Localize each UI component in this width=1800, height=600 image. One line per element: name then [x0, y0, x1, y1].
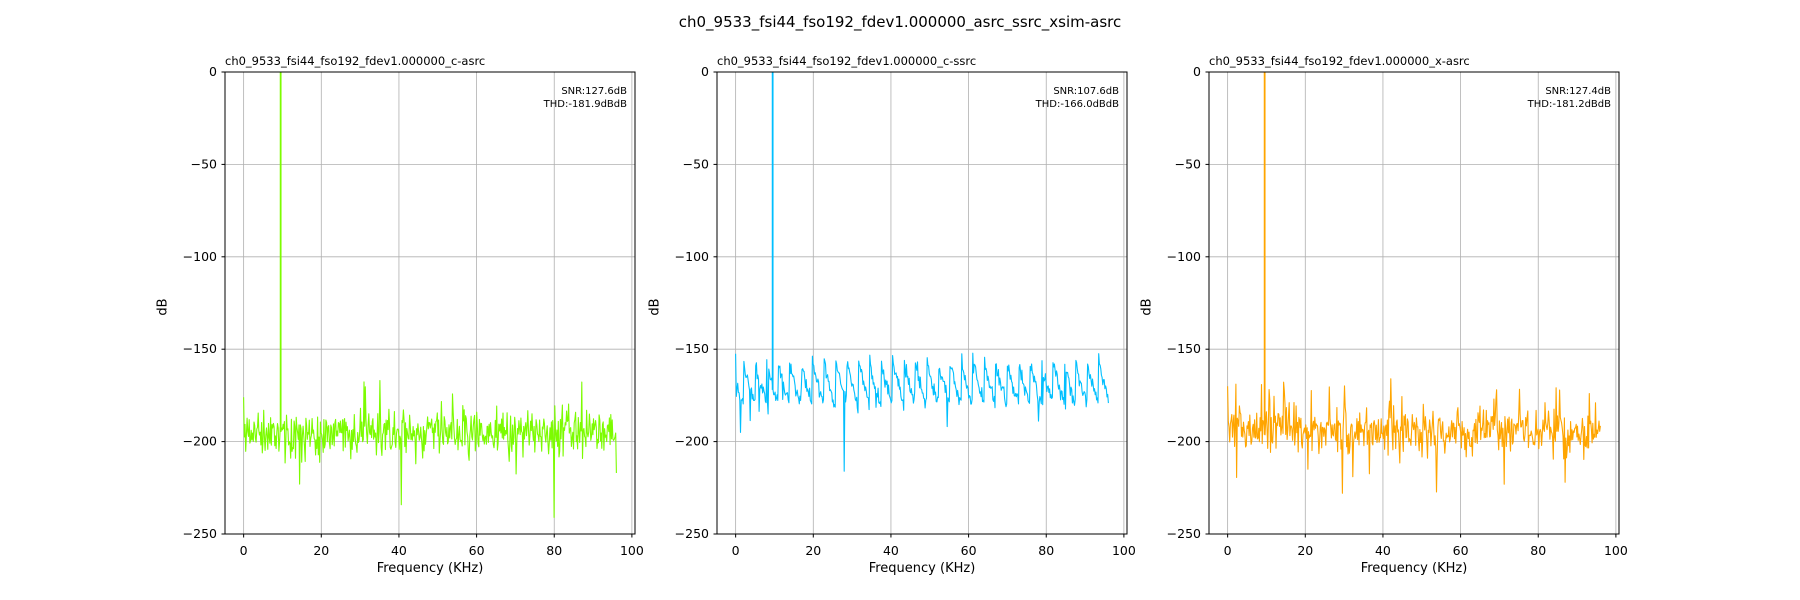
x-tick-label: 0 [1224, 543, 1232, 558]
figure-title: ch0_9533_fsi44_fso192_fdev1.000000_asrc_… [678, 13, 1122, 31]
y-tick-label: −50 [683, 156, 709, 171]
grid [717, 71, 1127, 535]
x-tick-label: 60 [1453, 543, 1469, 558]
subplot-2: 0 20 40 60 80 100 0 −50 −100 −150 −200 −250 [675, 64, 1136, 558]
subplot2-snr: SNR:107.6dB [1053, 86, 1119, 97]
x-tick-label: 100 [1112, 543, 1136, 558]
y-tick-label: −100 [1167, 249, 1201, 264]
y-tick-label: −250 [1167, 526, 1201, 541]
trace-x-asrc [1227, 378, 1601, 494]
y-tick-label: −100 [675, 249, 709, 264]
y-tick-label: −150 [1167, 341, 1201, 356]
subplot3-annotation: SNR:127.4dB THD:-181.2dBdB [1209, 86, 1611, 111]
y-tick-label: −100 [183, 249, 217, 264]
subplot3-title: ch0_9533_fsi44_fso192_fdev1.000000_x-asr… [1209, 54, 1470, 68]
subplot3-xlabel: Frequency (KHz) [1360, 561, 1468, 576]
subplot3-snr: SNR:127.4dB [1545, 86, 1611, 97]
y-tick-label: 0 [1193, 64, 1201, 79]
subplot2-thd: THD:-166.0dBdB [1035, 98, 1119, 110]
x-tick-label: 20 [805, 543, 821, 558]
subplot1-title: ch0_9533_fsi44_fso192_fdev1.000000_c-asr… [225, 54, 486, 68]
y-tick-label: −200 [1167, 434, 1201, 449]
subplot3-ylabel: dB [1139, 298, 1155, 316]
y-tick-label: −150 [675, 341, 709, 356]
y-tick-label: −200 [675, 434, 709, 449]
x-tick-label: 100 [620, 543, 644, 558]
y-tick-label: −150 [183, 341, 217, 356]
y-tick-label: −50 [191, 156, 217, 171]
axes-box [1208, 71, 1620, 535]
y-tick-label: 0 [209, 64, 217, 79]
axes-box [716, 71, 1128, 535]
x-tick-label: 60 [469, 543, 485, 558]
subplot3-thd: THD:-181.2dBdB [1527, 98, 1611, 110]
ticks: 0 20 40 60 80 100 0 −50 −100 −150 −200 −250 [183, 64, 644, 558]
y-tick-label: −50 [1175, 156, 1201, 171]
subplot2-annotation: SNR:107.6dB THD:-166.0dBdB [717, 86, 1119, 111]
x-tick-label: 40 [391, 543, 407, 558]
grid [1209, 71, 1619, 535]
grid [225, 71, 635, 535]
ticks: 0 20 40 60 80 100 0 −50 −100 −150 −200 −250 [675, 64, 1136, 558]
x-tick-label: 40 [1375, 543, 1391, 558]
y-tick-label: −200 [183, 434, 217, 449]
subplot2-ylabel: dB [647, 298, 663, 316]
x-tick-label: 80 [546, 543, 562, 558]
x-tick-label: 80 [1530, 543, 1546, 558]
subplot1-snr: SNR:127.6dB [561, 86, 627, 97]
y-tick-label: −250 [675, 526, 709, 541]
subplot2-xlabel: Frequency (KHz) [868, 561, 976, 576]
x-tick-label: 100 [1604, 543, 1628, 558]
x-tick-label: 80 [1038, 543, 1054, 558]
trace-c-ssrc [735, 352, 1109, 472]
x-tick-label: 0 [732, 543, 740, 558]
subplot1-thd: THD:-181.9dBdB [543, 98, 627, 110]
y-tick-label: −250 [183, 526, 217, 541]
subplot-1: 0 20 40 60 80 100 0 −50 −100 −150 −200 −250 [183, 64, 644, 558]
x-tick-label: 20 [1297, 543, 1313, 558]
ticks: 0 20 40 60 80 100 0 −50 −100 −150 −200 −250 [1167, 64, 1628, 558]
axes-box [224, 71, 636, 535]
subplot2-title: ch0_9533_fsi44_fso192_fdev1.000000_c-ssr… [717, 54, 977, 68]
x-tick-label: 20 [313, 543, 329, 558]
trace-c-asrc [243, 380, 617, 518]
x-tick-label: 60 [961, 543, 977, 558]
subplot1-xlabel: Frequency (KHz) [376, 561, 484, 576]
x-tick-label: 40 [883, 543, 899, 558]
subplot-3: 0 20 40 60 80 100 0 −50 −100 −150 −200 −250 [1167, 64, 1628, 558]
y-tick-label: 0 [701, 64, 709, 79]
subplot1-ylabel: dB [155, 298, 171, 316]
subplot1-annotation: SNR:127.6dB THD:-181.9dBdB [225, 86, 627, 111]
x-tick-label: 0 [240, 543, 248, 558]
